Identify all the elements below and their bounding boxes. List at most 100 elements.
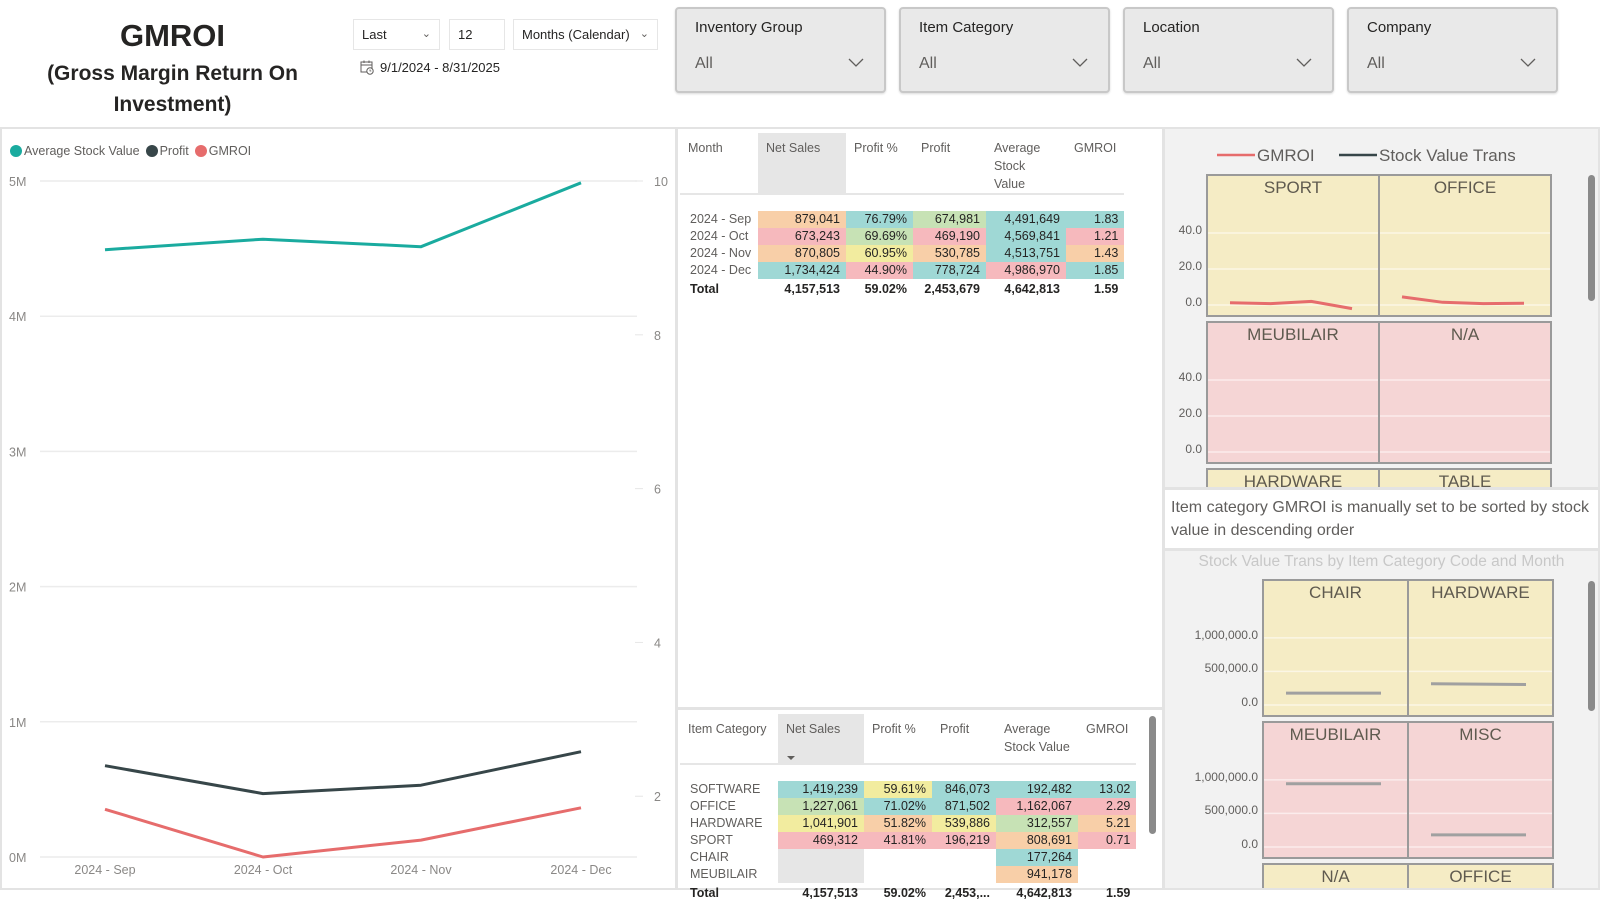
vertical-scrollbar[interactable] xyxy=(1149,716,1156,834)
cell-profit: 469,190 xyxy=(913,228,986,245)
small-multiple-panel[interactable]: CHAIR xyxy=(1262,579,1409,717)
legend-item-profit[interactable]: Profit xyxy=(145,144,189,158)
slicer-item-category[interactable]: Item Category All xyxy=(899,7,1110,93)
column-header-net-sales[interactable]: Net Sales xyxy=(778,714,864,764)
note-text: Item category GMROI is manually set to b… xyxy=(1171,499,1589,539)
slicer-company[interactable]: Company All xyxy=(1347,7,1558,93)
column-header-net-sales[interactable]: Net Sales xyxy=(758,133,846,194)
title-main: GMROI xyxy=(119,18,226,53)
row-header: 2024 - Nov xyxy=(690,246,752,260)
legend-item-average-stock-value[interactable]: Average Stock Value xyxy=(10,144,140,158)
table-row[interactable]: CHAIR 177,264 xyxy=(680,849,1136,866)
row-header: 2024 - Sep xyxy=(690,212,752,226)
cell-profit-pct: 41.81% xyxy=(864,832,932,849)
series-line-average-stock-value xyxy=(104,181,582,252)
small-multiple-panel[interactable]: MEUBILAIR xyxy=(1262,721,1409,859)
slicer-value: All xyxy=(695,55,713,72)
line-chart-visual[interactable]: Average Stock Value Profit GMROI 0M 1M 2M 3… xyxy=(0,127,677,890)
legend-marker-icon xyxy=(10,145,22,157)
slicer-inventory-group[interactable]: Inventory Group All xyxy=(675,7,886,93)
relative-date-mode-dropdown[interactable]: Last ⌄ xyxy=(353,19,440,50)
table-row[interactable]: SPORT 469,312 41.81% 196,219 808,691 0.71 xyxy=(680,832,1137,849)
total-label: Total xyxy=(690,282,719,296)
cell-avg-stock: 312,557 xyxy=(996,815,1078,832)
small-multiple-panel[interactable]: MEUBILAIR xyxy=(1206,321,1380,464)
series-line-gmroi xyxy=(104,806,582,859)
column-header-month[interactable]: Month xyxy=(688,141,723,155)
panel-plot xyxy=(1409,779,1552,848)
table-row[interactable]: HARDWARE 1,041,901 51.82% 539,886 312,557 5.2… xyxy=(680,815,1137,832)
cell-profit: 871,502 xyxy=(932,798,996,815)
column-header-avg-stock[interactable]: Average Stock Value xyxy=(1004,722,1070,754)
cell-avg-stock: 808,691 xyxy=(996,832,1078,849)
total-profit: 2,453,679 xyxy=(924,282,980,296)
small-multiple-panel[interactable]: N/A xyxy=(1378,321,1552,464)
small-multiple-panel[interactable]: N/A xyxy=(1262,863,1409,888)
panel-plot xyxy=(1380,470,1550,487)
chart-legend: Average Stock Value Profit GMROI xyxy=(10,144,257,158)
slicer-label: Inventory Group xyxy=(695,19,803,36)
total-profit-pct: 59.02% xyxy=(864,282,907,296)
relative-date-unit-dropdown[interactable]: Months (Calendar) ⌄ xyxy=(513,19,658,50)
column-header-label: Net Sales xyxy=(786,722,841,736)
cell-gmroi xyxy=(1078,866,1136,883)
chevron-down-icon xyxy=(1296,58,1312,67)
header-separator xyxy=(680,193,1125,211)
cell-net-sales: 1,227,061 xyxy=(778,798,864,815)
small-multiple-panel[interactable]: HARDWARE xyxy=(1407,579,1554,717)
small-multiple-panel[interactable]: SPORT xyxy=(1206,174,1380,317)
slicer-location[interactable]: Location All xyxy=(1123,7,1334,93)
vertical-scrollbar[interactable] xyxy=(1588,581,1595,711)
small-multiple-panel[interactable]: OFFICE xyxy=(1407,863,1554,888)
relative-date-count-input[interactable]: 12 xyxy=(449,19,505,50)
cell-net-sales: 1,734,424 xyxy=(758,262,846,279)
stock-small-multiples-visual[interactable]: Stock Value Trans by Item Category Code … xyxy=(1163,549,1600,890)
sm2-grid: CHAIR 1,000,000.0 500,000.0 0.0 HARDWARE MEUB… xyxy=(1165,551,1598,888)
small-multiple-panel[interactable]: HARDWARE xyxy=(1206,468,1380,487)
table-row[interactable]: 2024 - Nov 870,805 60.95% 530,785 4,513,751 1… xyxy=(680,245,1125,262)
series-line xyxy=(1229,299,1353,311)
column-header-gmroi[interactable]: GMROI xyxy=(1074,141,1117,155)
column-header-profit-pct[interactable]: Profit % xyxy=(854,141,898,155)
y-axis-tick-label: 0.0 xyxy=(1185,295,1202,309)
table-row[interactable]: 2024 - Dec 1,734,424 44.90% 778,724 4,986,97… xyxy=(680,262,1125,279)
legend-label: Average Stock Value xyxy=(24,144,140,158)
cell-gmroi xyxy=(1078,849,1136,866)
y-axis-tick-label: 20.0 xyxy=(1178,259,1202,273)
category-table-visual[interactable]: Item Category Net Sales Profit % Profit … xyxy=(676,708,1164,900)
panel-plot xyxy=(1264,865,1407,888)
column-header-gmroi[interactable]: GMROI xyxy=(1086,722,1129,736)
cell-profit: 846,073 xyxy=(932,781,996,798)
table-row[interactable]: 2024 - Oct 673,243 69.69% 469,190 4,569,841 1… xyxy=(680,228,1125,245)
column-header-profit[interactable]: Profit xyxy=(921,141,951,155)
total-net-sales: 4,157,513 xyxy=(784,282,840,296)
month-table-visual[interactable]: Month Net Sales Profit % Profit Average … xyxy=(676,127,1164,709)
y-axis-tick-label: 40.0 xyxy=(1178,370,1202,384)
column-header-profit[interactable]: Profit xyxy=(940,722,970,736)
table-row[interactable]: OFFICE 1,227,061 71.02% 871,502 1,162,067 2.2… xyxy=(680,798,1137,815)
table-row[interactable]: SOFTWARE 1,419,239 59.61% 846,073 192,482 13.… xyxy=(680,781,1137,798)
column-header-avg-stock[interactable]: Average Stock Value xyxy=(994,141,1041,191)
vertical-scrollbar[interactable] xyxy=(1588,175,1595,301)
small-multiple-panel[interactable]: MISC xyxy=(1407,721,1554,859)
title-sub-2: Investment) xyxy=(113,93,232,116)
y-axis-tick-label: 40.0 xyxy=(1178,223,1202,237)
small-multiple-panel[interactable]: OFFICE xyxy=(1378,174,1552,317)
legend-item-gmroi[interactable]: GMROI xyxy=(194,144,251,158)
panel-plot xyxy=(1409,637,1552,706)
cell-net-sales: 1,041,901 xyxy=(778,815,864,832)
cell-profit-pct: 60.95% xyxy=(846,245,913,262)
gmroi-small-multiples-visual[interactable]: GMROI Stock Value Trans SPORT 40.0 20.0 0.0… xyxy=(1163,127,1600,489)
total-gmroi: 1.59 xyxy=(1094,282,1119,296)
table-row[interactable]: MEUBILAIR 941,178 xyxy=(680,866,1136,883)
small-multiple-panel[interactable]: TABLE xyxy=(1378,468,1552,487)
sort-descending-icon xyxy=(787,756,795,760)
column-header-profit-pct[interactable]: Profit % xyxy=(872,722,916,736)
y-axis-tick-label: 20.0 xyxy=(1178,406,1202,420)
cell-avg-stock: 4,569,841 xyxy=(986,228,1066,245)
column-header-item-category[interactable]: Item Category xyxy=(688,722,767,736)
panel-plot xyxy=(1208,470,1378,487)
left-axis-tick-label: 0M xyxy=(9,851,26,865)
table-row[interactable]: 2024 - Sep 879,041 76.79% 674,981 4,491,649 1… xyxy=(680,211,1125,228)
slicer-value: All xyxy=(919,55,937,72)
